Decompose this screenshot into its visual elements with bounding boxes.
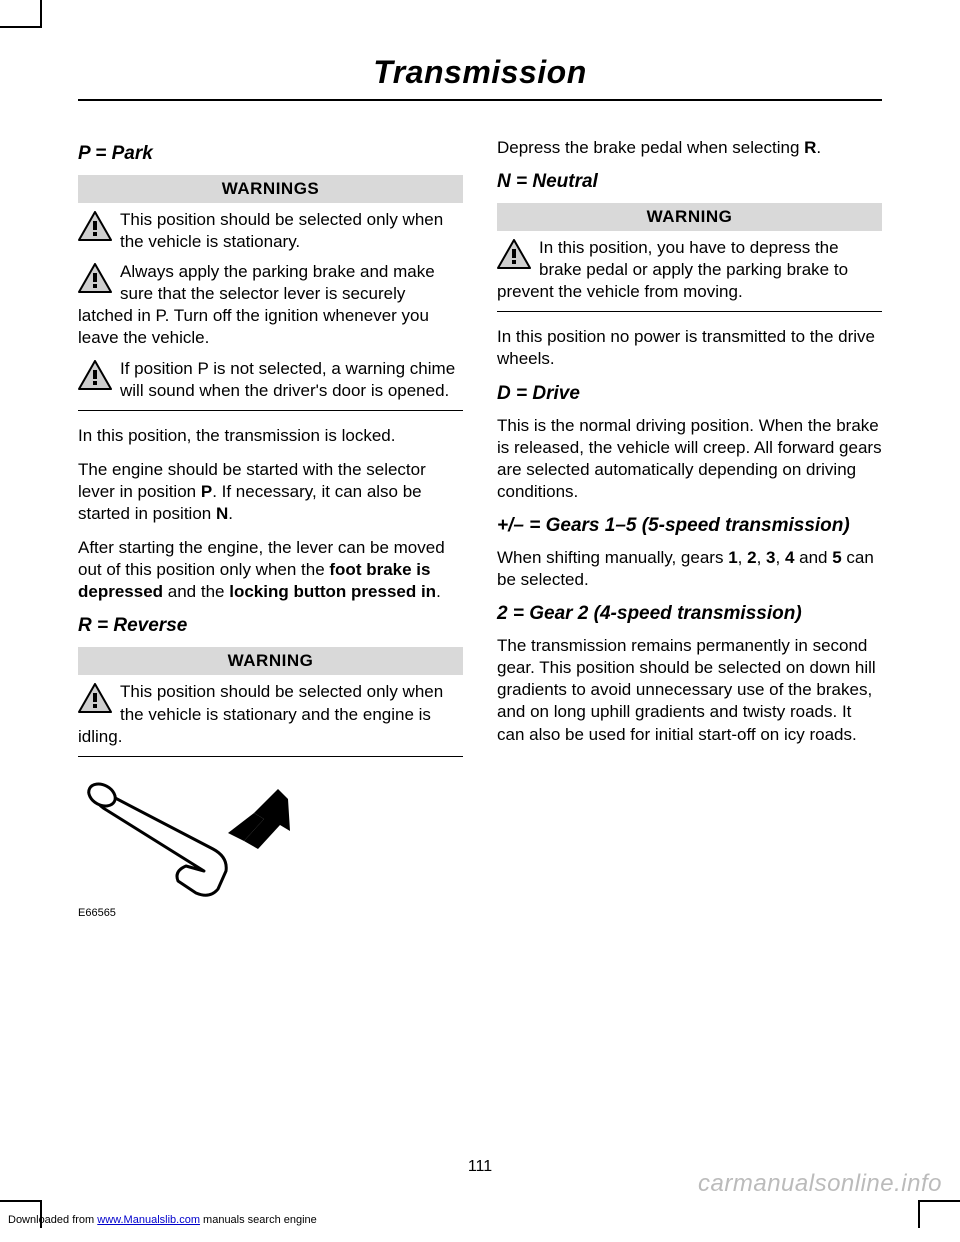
warning-text: In this position, you have to depress th… <box>497 238 848 301</box>
text: . <box>228 504 233 523</box>
text-bold: N <box>216 504 228 523</box>
heading-park: P = Park <box>78 143 463 165</box>
text-bold: 1 <box>728 548 737 567</box>
text-bold: R <box>804 138 816 157</box>
warning-triangle-icon <box>497 239 531 269</box>
crop-mark <box>0 26 42 28</box>
text: , <box>757 548 766 567</box>
text: , <box>738 548 747 567</box>
body-text: In this position no power is transmitted… <box>497 326 882 370</box>
warning-triangle-icon <box>78 211 112 241</box>
footer-download: Downloaded from www.Manualslib.com manua… <box>8 1214 317 1226</box>
left-column: P = Park WARNINGS This position should b… <box>78 137 463 919</box>
warning-bar: WARNING <box>497 203 882 231</box>
warning-triangle-icon <box>78 683 112 713</box>
text: . <box>816 138 821 157</box>
text-bold: 4 <box>785 548 794 567</box>
body-text: This is the normal driving position. Whe… <box>497 415 882 503</box>
warning-item: This position should be selected only wh… <box>78 209 463 253</box>
text-bold: 2 <box>747 548 756 567</box>
figure-brake-pedal <box>78 771 463 901</box>
heading-drive: D = Drive <box>497 383 882 405</box>
footer-suffix: manuals search engine <box>200 1214 317 1226</box>
text: Depress the brake pedal when selecting <box>497 138 804 157</box>
page-content: Transmission P = Park WARNINGS This posi… <box>0 0 960 979</box>
warning-end-rule <box>78 756 463 757</box>
figure-label: E66565 <box>78 907 463 919</box>
crop-mark <box>918 1200 920 1228</box>
warning-item: This position should be selected only wh… <box>78 681 463 747</box>
warning-triangle-icon <box>78 360 112 390</box>
warning-text: This position should be selected only wh… <box>120 210 443 251</box>
text: and the <box>163 582 229 601</box>
warning-item: If position P is not selected, a warning… <box>78 358 463 402</box>
text-bold: 5 <box>832 548 841 567</box>
text-bold: 3 <box>766 548 775 567</box>
warnings-bar: WARNINGS <box>78 175 463 203</box>
warning-bar: WARNING <box>78 647 463 675</box>
warning-end-rule <box>78 410 463 411</box>
body-text: In this position, the transmission is lo… <box>78 425 463 447</box>
two-column-layout: P = Park WARNINGS This position should b… <box>78 137 882 919</box>
footer-prefix: Downloaded from <box>8 1214 97 1226</box>
page-title: Transmission <box>78 54 882 101</box>
body-text: The engine should be started with the se… <box>78 459 463 525</box>
warning-triangle-icon <box>78 263 112 293</box>
text: , <box>776 548 785 567</box>
text-bold: P <box>201 482 212 501</box>
warning-text: If position P is not selected, a warning… <box>120 359 455 400</box>
warning-item: Always apply the parking brake and make … <box>78 261 463 349</box>
text: When shifting manually, gears <box>497 548 728 567</box>
heading-neutral: N = Neutral <box>497 171 882 193</box>
crop-mark <box>40 0 42 28</box>
text: and <box>794 548 832 567</box>
warning-item: In this position, you have to depress th… <box>497 237 882 303</box>
warning-text: Always apply the parking brake and make … <box>78 262 435 347</box>
text-bold: locking button pressed in <box>229 582 436 601</box>
warning-end-rule <box>497 311 882 312</box>
crop-mark <box>918 1200 960 1202</box>
text: . <box>436 582 441 601</box>
heading-gear2: 2 = Gear 2 (4-speed transmission) <box>497 603 882 625</box>
footer-link[interactable]: www.Manualslib.com <box>97 1214 200 1226</box>
body-text: Depress the brake pedal when selecting R… <box>497 137 882 159</box>
warning-text: This position should be selected only wh… <box>78 682 443 745</box>
heading-reverse: R = Reverse <box>78 615 463 637</box>
body-text: The transmission remains permanently in … <box>497 635 882 745</box>
heading-gears15: +/– = Gears 1–5 (5-speed transmission) <box>497 515 882 537</box>
body-text: After starting the engine, the lever can… <box>78 537 463 603</box>
right-column: Depress the brake pedal when selecting R… <box>497 137 882 919</box>
watermark: carmanualsonline.info <box>698 1170 942 1198</box>
body-text: When shifting manually, gears 1, 2, 3, 4… <box>497 547 882 591</box>
crop-mark <box>0 1200 42 1202</box>
